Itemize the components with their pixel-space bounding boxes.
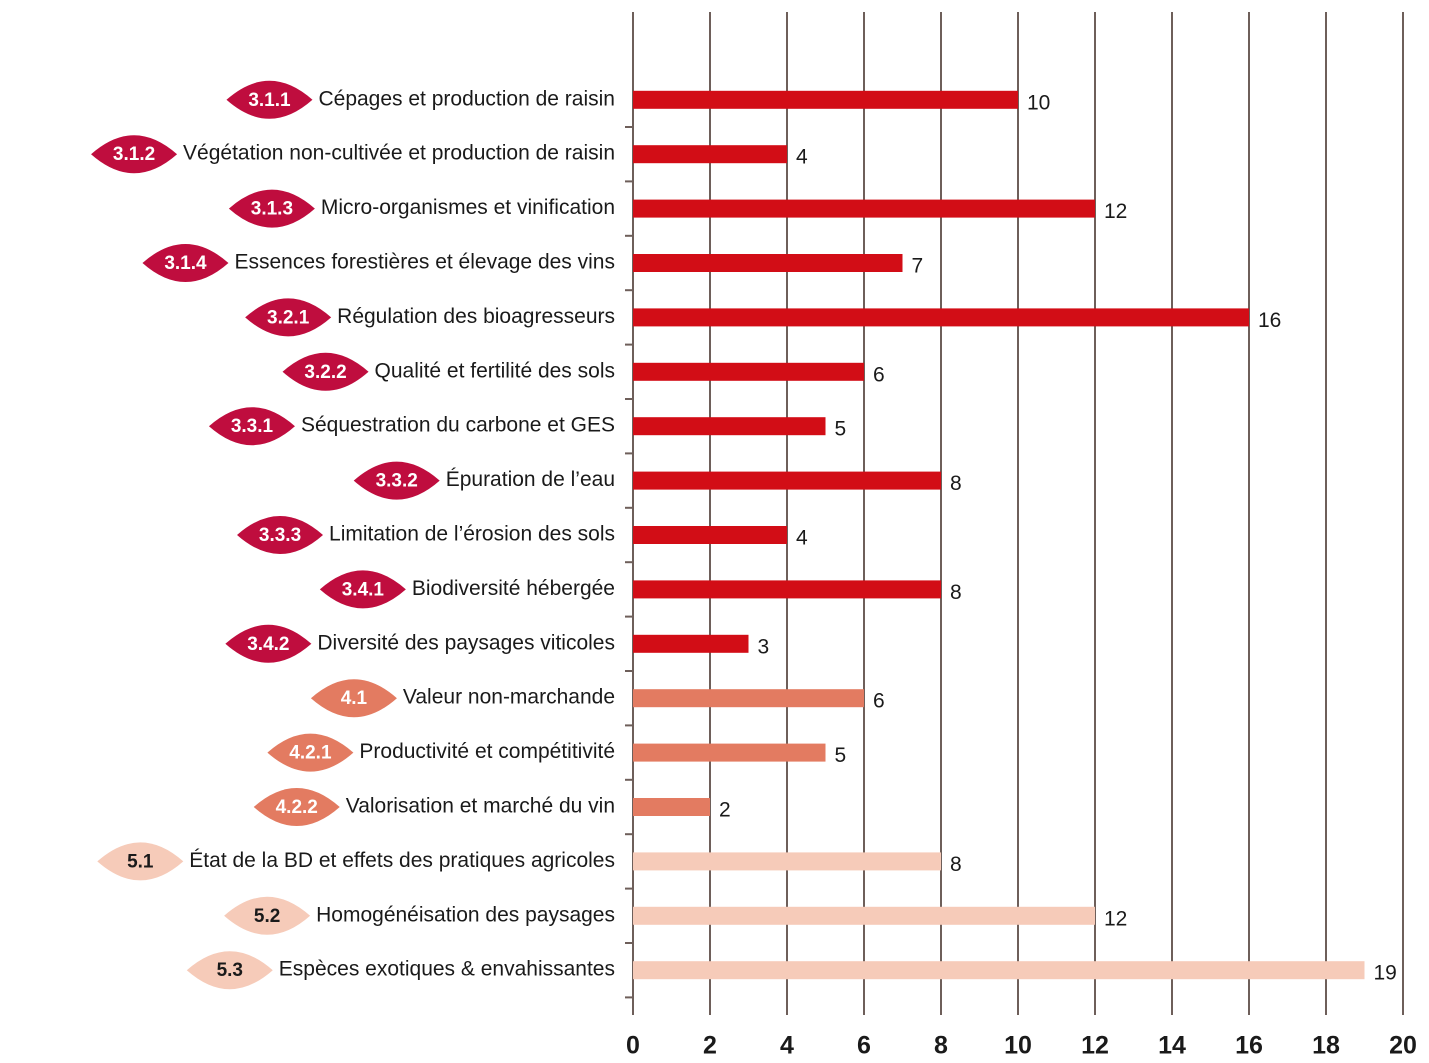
badge bbox=[186, 951, 273, 990]
bar bbox=[633, 90, 1018, 109]
badge bbox=[208, 407, 295, 446]
badge-code: 3.1.1 bbox=[248, 90, 291, 111]
bar bbox=[633, 254, 903, 272]
category-label: Valorisation et marché du vin bbox=[346, 795, 615, 818]
category-label: État de la BD et effets des pratiques ag… bbox=[189, 849, 615, 872]
bar bbox=[633, 906, 1095, 925]
x-tick-label: 20 bbox=[1389, 1032, 1417, 1060]
value-label: 12 bbox=[1104, 907, 1127, 930]
bar bbox=[633, 362, 864, 381]
badge bbox=[282, 352, 369, 391]
badge bbox=[319, 570, 406, 609]
category-label: Séquestration du carbone et GES bbox=[301, 414, 615, 437]
badge bbox=[267, 733, 354, 772]
badge bbox=[310, 679, 397, 718]
badge-code: 3.1.3 bbox=[251, 199, 293, 220]
category-label: Qualité et fertilité des sols bbox=[375, 359, 615, 382]
badge-code: 3.2.1 bbox=[267, 307, 310, 328]
badge-code: 3.3.1 bbox=[231, 416, 274, 437]
category-label: Diversité des paysages viticoles bbox=[317, 631, 615, 654]
bar bbox=[633, 689, 864, 708]
value-label: 19 bbox=[1374, 962, 1397, 985]
category-label: Épuration de l’eau bbox=[446, 468, 615, 491]
badge-code: 5.1 bbox=[127, 851, 154, 872]
badge-code: 3.4.2 bbox=[247, 634, 289, 655]
badge-code: 4.2.2 bbox=[276, 797, 318, 818]
badge-code: 3.1.2 bbox=[113, 144, 155, 165]
bar bbox=[633, 526, 787, 544]
badge bbox=[228, 189, 315, 228]
value-label: 2 bbox=[719, 799, 731, 822]
badge bbox=[224, 896, 311, 935]
x-tick-label: 14 bbox=[1158, 1032, 1186, 1060]
bar bbox=[633, 580, 941, 599]
x-tick-label: 12 bbox=[1081, 1032, 1109, 1060]
bar bbox=[633, 634, 749, 653]
value-label: 8 bbox=[950, 581, 962, 604]
category-label: Espèces exotiques & envahissantes bbox=[279, 958, 615, 981]
category-label: Limitation de l’érosion des sols bbox=[329, 523, 615, 546]
bar bbox=[633, 417, 826, 436]
badge bbox=[245, 298, 332, 337]
bar bbox=[633, 743, 826, 762]
bar bbox=[633, 798, 710, 816]
badge bbox=[142, 244, 229, 282]
value-label: 4 bbox=[796, 146, 808, 169]
x-tick-label: 4 bbox=[780, 1032, 794, 1060]
category-label: Régulation des bioagresseurs bbox=[337, 305, 615, 328]
category-label: Biodiversité hébergée bbox=[412, 577, 615, 600]
category-label: Micro-organismes et vinification bbox=[321, 196, 615, 219]
bar bbox=[633, 145, 787, 164]
category-label: Végétation non-cultivée et production de… bbox=[183, 142, 615, 165]
bar bbox=[633, 961, 1365, 980]
badge bbox=[253, 788, 340, 826]
x-tick-label: 10 bbox=[1004, 1032, 1032, 1060]
badge-code: 5.2 bbox=[254, 906, 280, 927]
value-label: 6 bbox=[873, 363, 885, 386]
value-label: 5 bbox=[835, 418, 847, 441]
category-label: Productivité et compétitivité bbox=[359, 740, 615, 763]
category-label: Cépages et production de raisin bbox=[318, 87, 615, 110]
value-label: 8 bbox=[950, 853, 962, 876]
badge bbox=[353, 461, 440, 500]
value-label: 5 bbox=[835, 744, 847, 767]
bar bbox=[633, 199, 1095, 218]
value-label: 4 bbox=[796, 527, 808, 550]
badge-code: 4.2.1 bbox=[289, 743, 332, 764]
value-label: 6 bbox=[873, 690, 885, 713]
bar bbox=[633, 852, 941, 871]
badge-code: 3.2.2 bbox=[304, 362, 346, 383]
value-label: 12 bbox=[1104, 200, 1127, 223]
badge-code: 3.3.3 bbox=[259, 525, 301, 546]
badge-code: 3.4.1 bbox=[342, 579, 385, 600]
value-label: 8 bbox=[950, 472, 962, 495]
x-tick-label: 16 bbox=[1235, 1032, 1263, 1060]
x-tick-label: 18 bbox=[1312, 1032, 1340, 1060]
value-label: 3 bbox=[758, 635, 770, 658]
category-label: Essences forestières et élevage des vins bbox=[234, 251, 615, 274]
badge bbox=[226, 80, 313, 119]
badge-code: 4.1 bbox=[341, 688, 368, 709]
category-label: Valeur non-marchande bbox=[403, 686, 615, 709]
bar bbox=[633, 471, 941, 490]
badge bbox=[97, 842, 184, 881]
badge bbox=[225, 624, 312, 663]
badge bbox=[91, 135, 178, 174]
x-tick-label: 6 bbox=[857, 1032, 871, 1060]
bar bbox=[633, 308, 1249, 327]
x-tick-label: 0 bbox=[626, 1032, 640, 1060]
value-label: 16 bbox=[1258, 309, 1281, 332]
x-tick-label: 8 bbox=[934, 1032, 948, 1060]
x-tick-label: 2 bbox=[703, 1032, 717, 1060]
badge-code: 3.3.2 bbox=[376, 471, 418, 492]
badge-code: 3.1.4 bbox=[164, 253, 207, 274]
badge bbox=[237, 516, 324, 554]
value-label: 10 bbox=[1027, 91, 1050, 114]
value-label: 7 bbox=[912, 255, 924, 278]
category-label: Homogénéisation des paysages bbox=[316, 903, 615, 926]
badge-code: 5.3 bbox=[217, 960, 243, 981]
